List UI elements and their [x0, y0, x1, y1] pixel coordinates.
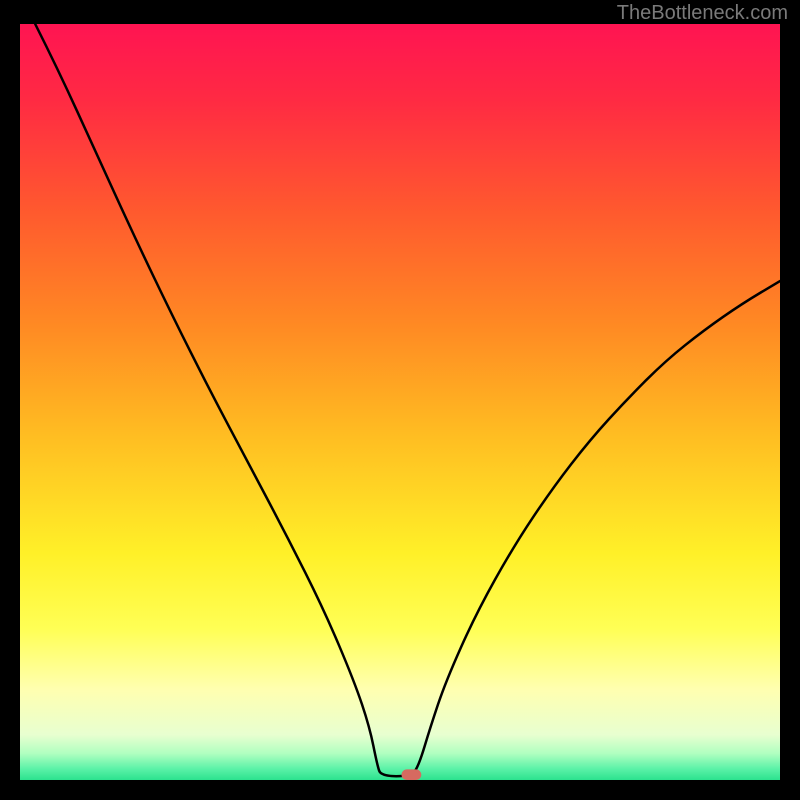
plot-background	[20, 24, 780, 780]
optimal-marker	[402, 769, 422, 780]
bottleneck-chart	[0, 0, 800, 800]
watermark-text: TheBottleneck.com	[617, 2, 788, 25]
